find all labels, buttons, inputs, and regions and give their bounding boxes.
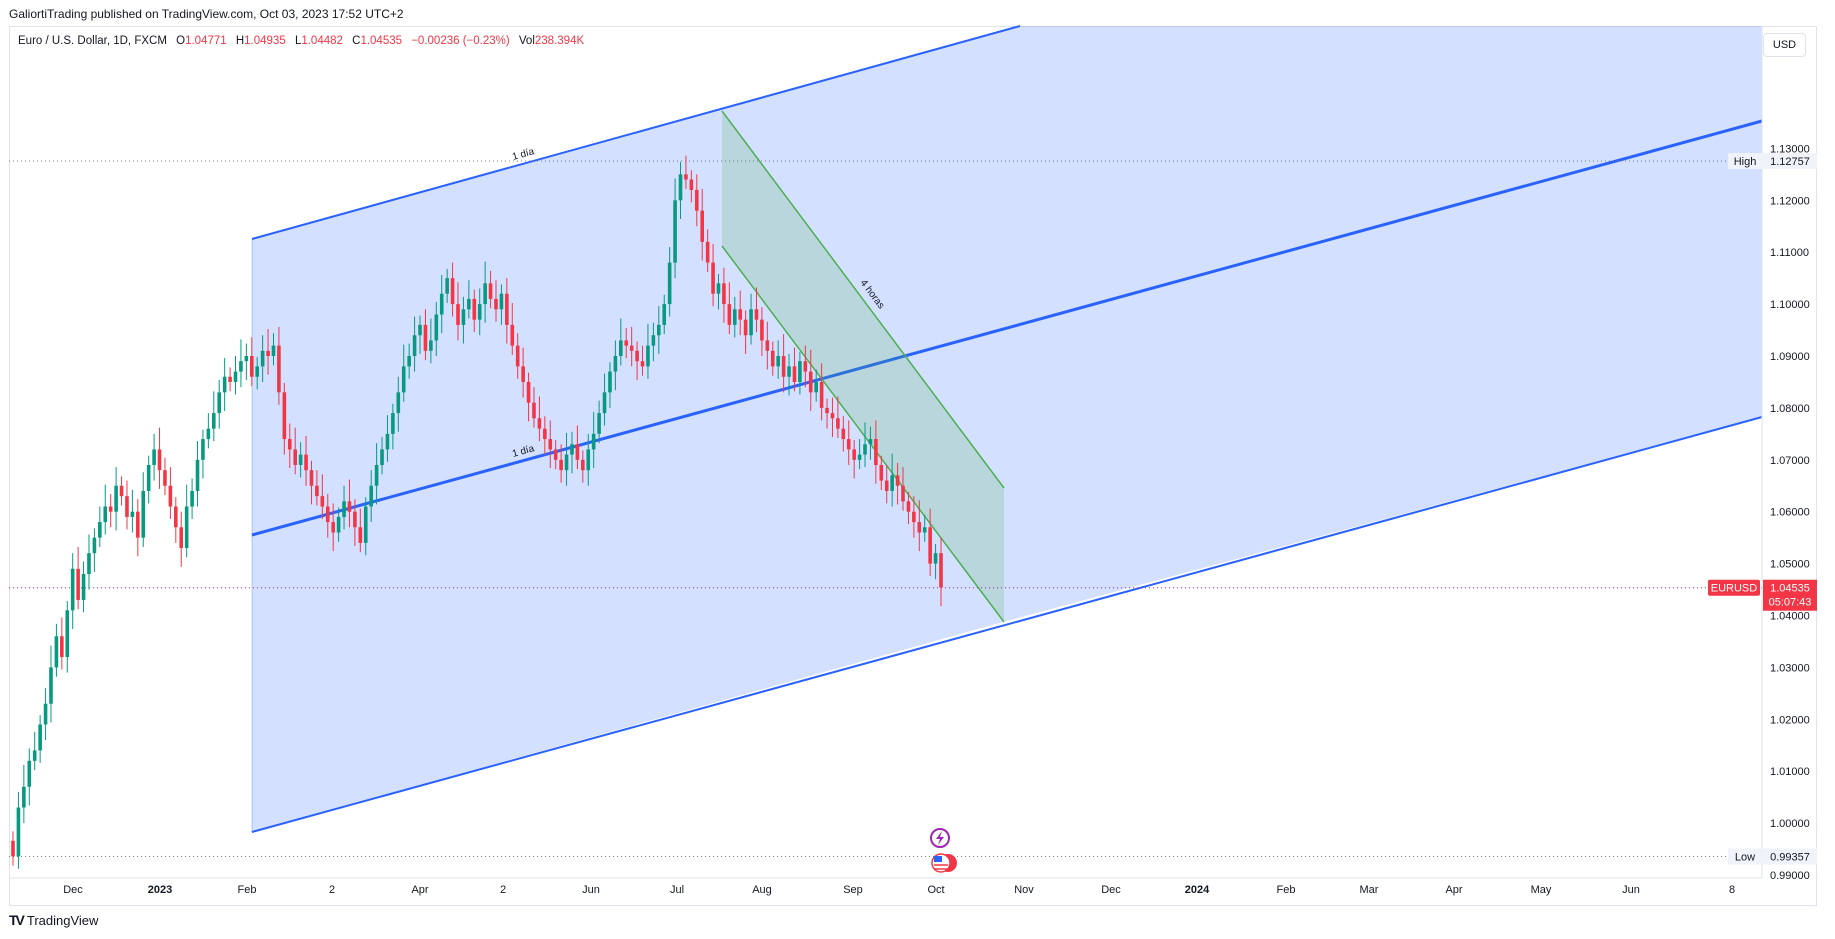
low-value: 1.04482	[301, 35, 343, 47]
publisher-line: GaliortiTrading published on TradingView…	[9, 7, 404, 21]
close-value: 1.04535	[360, 35, 403, 47]
volume-value: 238.394K	[534, 35, 585, 47]
brand-name: TradingView	[26, 912, 99, 928]
symbol-legend: Euro / U.S. Dollar, 1D, FXCM O1.04771 H1…	[18, 35, 584, 47]
chart-frame[interactable]	[9, 26, 1817, 906]
open-label: O	[176, 35, 186, 47]
currency-button[interactable]: USD	[1763, 33, 1806, 57]
high-label: H	[235, 35, 245, 47]
high-value: 1.04935	[244, 35, 286, 47]
tradingview-logo-icon: TV	[9, 912, 25, 928]
volume-label: Vol	[518, 35, 535, 47]
open-value: 1.04771	[185, 35, 227, 47]
tradingview-brand[interactable]: TV TradingView	[9, 912, 98, 928]
symbol-title[interactable]: Euro / U.S. Dollar, 1D, FXCM	[18, 35, 167, 47]
change-value: −0.00236 (−0.23%)	[411, 35, 510, 47]
